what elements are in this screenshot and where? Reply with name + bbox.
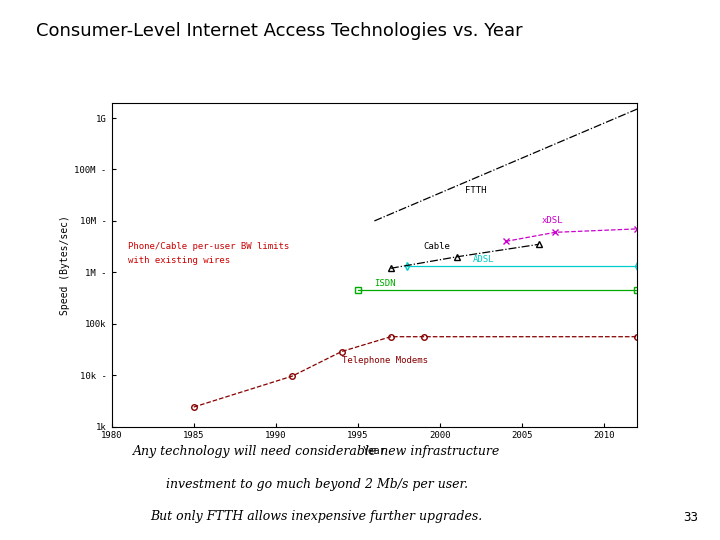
Text: Telephone Modems: Telephone Modems [341, 356, 428, 366]
Text: 33: 33 [683, 511, 698, 524]
Text: investment to go much beyond 2 Mb/s per user.: investment to go much beyond 2 Mb/s per … [166, 478, 468, 491]
Text: with existing wires: with existing wires [128, 256, 230, 265]
Text: ISDN: ISDN [374, 279, 396, 288]
Text: Consumer-Level Internet Access Technologies vs. Year: Consumer-Level Internet Access Technolog… [36, 22, 523, 39]
Text: Cable: Cable [423, 242, 451, 251]
Text: FTTH: FTTH [464, 186, 486, 195]
Y-axis label: Speed (Bytes/sec): Speed (Bytes/sec) [60, 215, 71, 314]
Text: Any technology will need considerable new infrastructure: Any technology will need considerable ne… [133, 446, 500, 458]
Text: ADSL: ADSL [473, 255, 495, 264]
Text: Phone/Cable per-user BW limits: Phone/Cable per-user BW limits [128, 242, 289, 251]
Text: xDSL: xDSL [542, 217, 564, 225]
Text: But only FTTH allows inexpensive further upgrades.: But only FTTH allows inexpensive further… [150, 510, 483, 523]
X-axis label: Year: Year [363, 446, 386, 456]
